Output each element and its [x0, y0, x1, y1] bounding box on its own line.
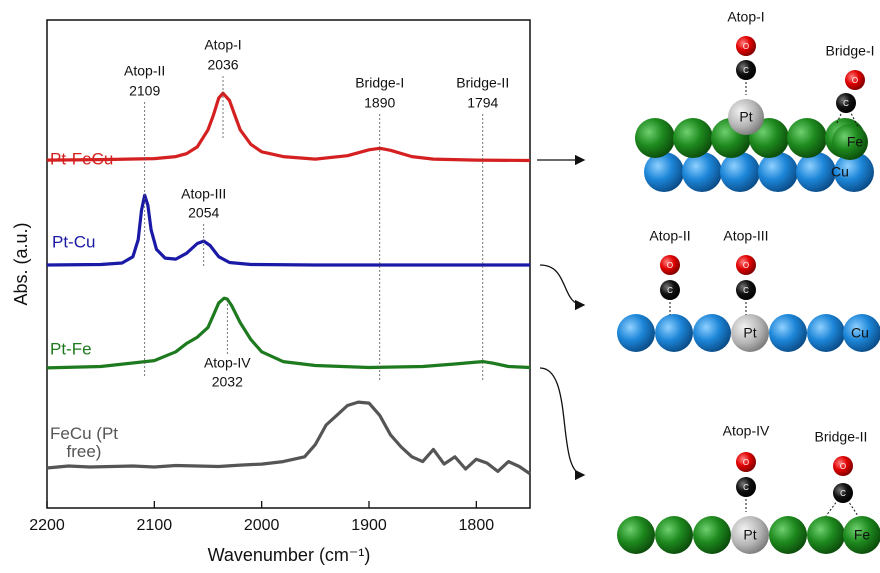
atom-label: Fe [854, 527, 871, 543]
carbon-atom [736, 477, 756, 497]
fe-atom [617, 516, 655, 554]
site-label: Atop-I [727, 9, 764, 25]
annotation-label: Atop-I [204, 37, 241, 53]
pt-atom [728, 99, 764, 135]
cu-atom [796, 152, 836, 192]
annotation-label: Bridge-II [456, 75, 509, 91]
annotation-value: 2036 [207, 57, 238, 73]
carbon-atom [736, 280, 756, 300]
cu-atom [807, 314, 845, 352]
structure-diagrams: O C O C Atop-I Bridge-I Pt Fe Cu O C O C Atop-II Atop-… [617, 9, 880, 554]
site-label: Atop-IV [723, 423, 770, 439]
series-label: Pt-FeCu [50, 149, 113, 168]
oxygen-atom [736, 36, 756, 56]
series-label: Pt-Fe [50, 339, 92, 358]
oxygen-atom [736, 452, 756, 472]
fe-atom [769, 516, 807, 554]
annotation-value: 2109 [129, 83, 160, 99]
pt-atom [731, 314, 769, 352]
fe-atom [655, 516, 693, 554]
series-label: FeCu (Pt free) [49, 424, 119, 461]
fe-atom [673, 118, 713, 158]
carbon-atom [833, 483, 853, 503]
pt-atom [731, 516, 769, 554]
cu-atom [617, 314, 655, 352]
carbon-atom [736, 60, 756, 80]
carbon-atom [660, 280, 680, 300]
annotation-label: Atop-IV [204, 355, 251, 371]
atom-label: C [843, 99, 849, 108]
y-axis-label: Abs. (a.u.) [11, 222, 31, 305]
spectrum-line [46, 91, 531, 163]
fe-atom [807, 516, 845, 554]
atom-label: Pt [739, 109, 752, 125]
annotation-value: 1794 [467, 95, 498, 111]
atom-label: Fe [847, 134, 864, 150]
spectrum-line [46, 193, 530, 267]
x-tick-label: 1900 [351, 517, 387, 534]
site-label: Bridge-I [825, 43, 874, 59]
cu-atom [682, 152, 722, 192]
cu-atom [693, 314, 731, 352]
annotation-value: 1890 [364, 95, 395, 111]
annotation-value: 2054 [188, 205, 219, 221]
x-tick-label: 2000 [244, 517, 280, 534]
oxygen-atom [736, 255, 756, 275]
atom-label: O [743, 458, 749, 467]
x-axis-label: Wavenumber (cm⁻¹) [208, 545, 371, 565]
atom-label: C [840, 489, 846, 498]
cu-atom [843, 314, 880, 352]
oxygen-atom [845, 70, 865, 90]
fe-atom [635, 118, 675, 158]
atom-label: C [743, 66, 749, 75]
cu-atom [834, 152, 874, 192]
atom-label: O [667, 261, 673, 270]
atom-label: Cu [831, 164, 849, 180]
annotation-value: 2032 [212, 374, 243, 390]
atom-label: Pt [743, 325, 756, 341]
fe-atom [832, 124, 868, 160]
x-tick-label: 1800 [459, 517, 495, 534]
carbon-atom [836, 93, 856, 113]
annotation-label: Atop-III [181, 186, 226, 202]
fe-atom [693, 516, 731, 554]
oxygen-atom [660, 255, 680, 275]
site-label: Bridge-II [815, 429, 868, 445]
spectrum-line [46, 296, 531, 370]
fe-atom [843, 516, 880, 554]
annotation-label: Atop-II [124, 63, 165, 79]
atom-label: C [743, 483, 749, 492]
atom-label: Pt [743, 527, 756, 543]
atom-label: O [840, 462, 846, 471]
fe-atom [787, 118, 827, 158]
oxygen-atom [833, 456, 853, 476]
x-tick-label: 2200 [29, 517, 65, 534]
atom-label: O [743, 261, 749, 270]
annotation-label: Bridge-I [355, 75, 404, 91]
atom-label: C [743, 286, 749, 295]
atom-label: O [852, 76, 858, 85]
spectrum-line [46, 400, 531, 476]
site-label: Atop-III [723, 228, 768, 244]
atom-label: O [743, 42, 749, 51]
atom-label: C [667, 286, 673, 295]
cu-atom [758, 152, 798, 192]
cu-atom [644, 152, 684, 192]
cu-atom [655, 314, 693, 352]
x-tick-label: 2100 [137, 517, 173, 534]
atom-label: Cu [851, 325, 869, 341]
site-label: Atop-II [649, 228, 690, 244]
series-label: Pt-Cu [52, 232, 95, 251]
arrows [537, 154, 586, 481]
cu-atom [720, 152, 760, 192]
cu-atom [769, 314, 807, 352]
